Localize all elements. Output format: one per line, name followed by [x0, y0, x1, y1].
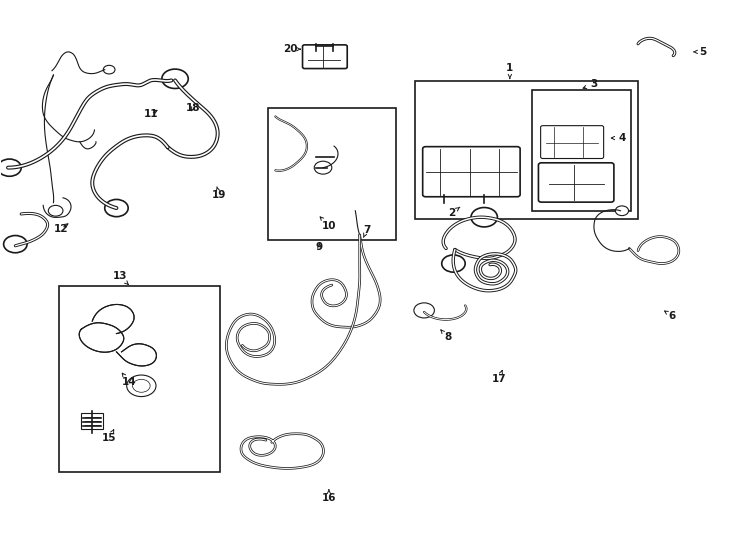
Bar — [59, 286, 220, 472]
Bar — [415, 82, 638, 219]
Circle shape — [133, 379, 150, 392]
Circle shape — [105, 199, 128, 217]
Circle shape — [48, 205, 63, 216]
Circle shape — [442, 255, 465, 272]
Text: 16: 16 — [321, 490, 336, 503]
Text: 17: 17 — [492, 370, 506, 384]
Text: 5: 5 — [694, 47, 706, 57]
Text: 3: 3 — [583, 79, 597, 89]
Text: 1: 1 — [506, 63, 514, 79]
Text: 11: 11 — [144, 109, 158, 119]
Text: 4: 4 — [611, 133, 625, 143]
Text: 12: 12 — [54, 224, 69, 233]
Polygon shape — [79, 323, 124, 352]
Text: 6: 6 — [664, 311, 675, 321]
Text: 10: 10 — [320, 217, 336, 231]
FancyBboxPatch shape — [302, 45, 347, 69]
Text: 9: 9 — [316, 242, 323, 252]
Circle shape — [314, 161, 332, 174]
Text: 19: 19 — [212, 187, 226, 200]
Text: 13: 13 — [113, 272, 128, 285]
Circle shape — [4, 235, 27, 253]
Text: 18: 18 — [186, 104, 200, 113]
Circle shape — [0, 159, 21, 176]
FancyBboxPatch shape — [423, 147, 520, 197]
Polygon shape — [92, 305, 134, 334]
Text: 2: 2 — [448, 207, 460, 219]
Circle shape — [615, 206, 628, 215]
Bar — [81, 413, 103, 429]
Polygon shape — [117, 344, 156, 366]
Circle shape — [127, 375, 156, 396]
Circle shape — [471, 207, 498, 227]
FancyBboxPatch shape — [541, 126, 603, 159]
Text: 7: 7 — [363, 225, 371, 238]
Text: 15: 15 — [102, 430, 117, 443]
Circle shape — [162, 69, 188, 89]
Circle shape — [103, 65, 115, 74]
Bar — [268, 109, 396, 240]
Circle shape — [414, 303, 435, 318]
Bar — [532, 90, 631, 211]
Text: 8: 8 — [441, 330, 451, 342]
Text: 20: 20 — [283, 44, 300, 54]
Text: 14: 14 — [122, 373, 137, 387]
FancyBboxPatch shape — [539, 163, 614, 202]
